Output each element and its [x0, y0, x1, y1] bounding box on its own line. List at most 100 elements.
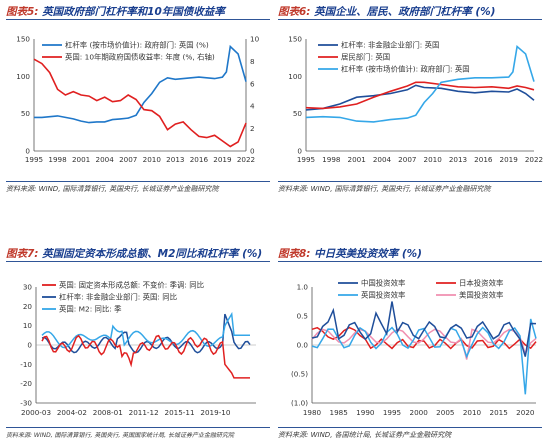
- x-tick-label: 2019: [500, 155, 519, 164]
- bottom-rule: [278, 181, 542, 182]
- series-line-blue: [34, 44, 247, 124]
- panel-title: 图表7: 英国固定资本形成总额、M2同比和杠杆率 (%): [6, 248, 263, 260]
- bottom-rule: [278, 427, 542, 428]
- x-tick-label: 1980: [303, 408, 322, 417]
- source-note: 资料来源: WIND, 国际清算银行, 英国央行, 长城证券产业金融研究院: [278, 185, 491, 193]
- panel-gov-leverage: 图表5: 英国政府部门杠杆率和10年国债收益率 0 50 100 150 0 2 4 6 8 10…: [6, 4, 272, 194]
- x-tick-label: 2016: [474, 155, 493, 164]
- x-tick-label: 1985: [330, 408, 348, 417]
- y-tick-label: 0: [297, 147, 302, 156]
- x-tick-label: 2004: [373, 155, 392, 164]
- x-tick-label: 2007: [398, 155, 416, 164]
- series-line-darkblue: [41, 313, 251, 354]
- series-line-darkblue: [305, 84, 535, 111]
- x-tick-label: 2007: [119, 155, 137, 164]
- legend-label: 居民部门: 英国: [341, 53, 390, 62]
- x-tick-label: 2000-03: [21, 408, 51, 417]
- y-tick-label: 150: [16, 35, 30, 44]
- x-tick-label: 2010: [463, 408, 482, 417]
- legend-label: 英国: 10年期政府国债收益率: 年度 (%, 右轴): [65, 53, 215, 62]
- bottom-rule: [6, 181, 270, 182]
- y-tick-label: 30: [23, 283, 33, 292]
- y-tick-label: 100: [288, 72, 302, 81]
- legend-label: 美国投资效率: [459, 291, 504, 300]
- chart-capital-m2: -30 -20 -10 0 10 20 30 2000-03 2004-02 2008-01 201…: [20, 281, 256, 417]
- bottom-rule: [6, 427, 270, 428]
- title-rule: [278, 261, 542, 262]
- y-tick-label: 50: [21, 109, 31, 118]
- panel-title: 图表8: 中日英美投资效率 (%): [278, 248, 422, 260]
- y-tick-label: 0: [25, 147, 30, 156]
- panel-title: 图表6: 英国企业、居民、政府部门杠杆率 (%): [278, 6, 496, 18]
- series-line-darkblue: [311, 301, 537, 357]
- x-tick-label: 2011-12: [129, 408, 159, 417]
- x-tick-label: 1998: [48, 155, 67, 164]
- y-tick-label: (1.0): [291, 399, 308, 408]
- title-rule: [6, 19, 270, 20]
- y-tick-label: 100: [16, 72, 30, 81]
- series-line-red: [305, 81, 535, 110]
- x-tick-label: 1995: [25, 155, 43, 164]
- series-line-lightblue: [305, 44, 535, 123]
- y2-tick-label: 2: [250, 124, 255, 133]
- legend-label: 中国投资效率: [361, 279, 406, 288]
- series-line-pink: [311, 328, 537, 360]
- x-tick-label: 2016: [190, 155, 209, 164]
- y-tick-label: 10: [23, 321, 33, 330]
- x-tick-label: 1998: [322, 155, 341, 164]
- y-tick-label: 0.5: [297, 312, 308, 321]
- chart-gov-leverage: 0 50 100 150 0 2 4 6 8 10 1995 1998 2001 2004 2007 2010…: [16, 35, 260, 165]
- y-tick-label: 20: [23, 302, 33, 311]
- y-tick-label: 0: [27, 341, 32, 350]
- legend-label: 日本投资效率: [459, 279, 504, 288]
- x-tick-label: 2013: [449, 155, 467, 164]
- chart-sector-leverage: 0 50 100 150 1995 1998 2001 2004 2007 2010 2013 201…: [288, 35, 543, 165]
- x-tick-label: 2019-10: [200, 408, 230, 417]
- x-tick-label: 2019: [213, 155, 232, 164]
- legend-label: 杠杆率 (按市场价值计): 政府部门: 英国 (%): [65, 41, 209, 50]
- title-rule: [6, 261, 270, 262]
- x-tick-label: 2022: [237, 155, 255, 164]
- x-tick-label: 2015: [490, 408, 508, 417]
- source-note: 资料来源: WIND, 国际清算银行, 英国央行, 英国国家统计局, 长城证券产…: [6, 432, 234, 439]
- series-line-lightblue: [41, 311, 250, 349]
- y-tick-label: 0.0: [297, 341, 309, 350]
- y-tick-label: -20: [20, 379, 32, 388]
- x-tick-label: 2005: [436, 408, 454, 417]
- panel-investment-efficiency: 图表8: 中日英美投资效率 (%) 1.0 0.5 0.0 (0.5) (1.0) 198…: [278, 246, 544, 442]
- panel-capital-m2: 图表7: 英国固定资本形成总额、M2同比和杠杆率 (%) -30 -20 -10 0 1…: [6, 246, 272, 442]
- x-tick-label: 2001: [348, 155, 366, 164]
- y2-tick-label: 10: [250, 35, 260, 44]
- y2-tick-label: 0: [250, 147, 255, 156]
- x-tick-label: 2015-11: [165, 408, 195, 417]
- legend-label: 英国: 固定资本形成总额: 不变价: 季调: 同比: [59, 281, 204, 290]
- panel-title: 图表5: 英国政府部门杠杆率和10年国债收益率: [6, 6, 225, 18]
- x-tick-label: 2000: [410, 408, 429, 417]
- x-tick-label: 2008-01: [93, 408, 123, 417]
- y-tick-label: -30: [20, 399, 32, 408]
- y-tick-label: 150: [288, 35, 302, 44]
- x-tick-label: 2010: [424, 155, 443, 164]
- legend-label: 英国投资效率: [361, 291, 406, 300]
- y2-tick-label: 6: [250, 79, 255, 88]
- series-line-lightblue: [311, 318, 537, 395]
- x-tick-label: 2010: [143, 155, 162, 164]
- panel-sector-leverage: 图表6: 英国企业、居民、政府部门杠杆率 (%) 0 50 100 150 1995 19…: [278, 4, 544, 194]
- x-tick-label: 1995: [297, 155, 315, 164]
- y2-tick-label: 4: [250, 102, 255, 111]
- x-tick-label: 2004-02: [57, 408, 87, 417]
- series-line-red: [311, 326, 537, 350]
- series-line-red: [33, 58, 247, 148]
- x-tick-label: 2020: [516, 408, 535, 417]
- legend-label: 杠杆率: 非金融企业部门: 英国: 同比: [59, 293, 177, 302]
- y-tick-label: 1.0: [297, 283, 309, 292]
- y2-tick-label: 8: [250, 57, 255, 66]
- legend-label: 杠杆率: 非金融企业部门: 英国: [341, 41, 439, 50]
- x-tick-label: 2001: [72, 155, 90, 164]
- y-tick-label: -10: [20, 360, 32, 369]
- x-tick-label: 1995: [383, 408, 401, 417]
- x-tick-label: 2022: [525, 155, 543, 164]
- legend-label: 杠杆率 (按市场价值计): 政府部门: 英国: [341, 65, 470, 74]
- title-rule: [278, 19, 542, 20]
- y-tick-label: 50: [293, 109, 303, 118]
